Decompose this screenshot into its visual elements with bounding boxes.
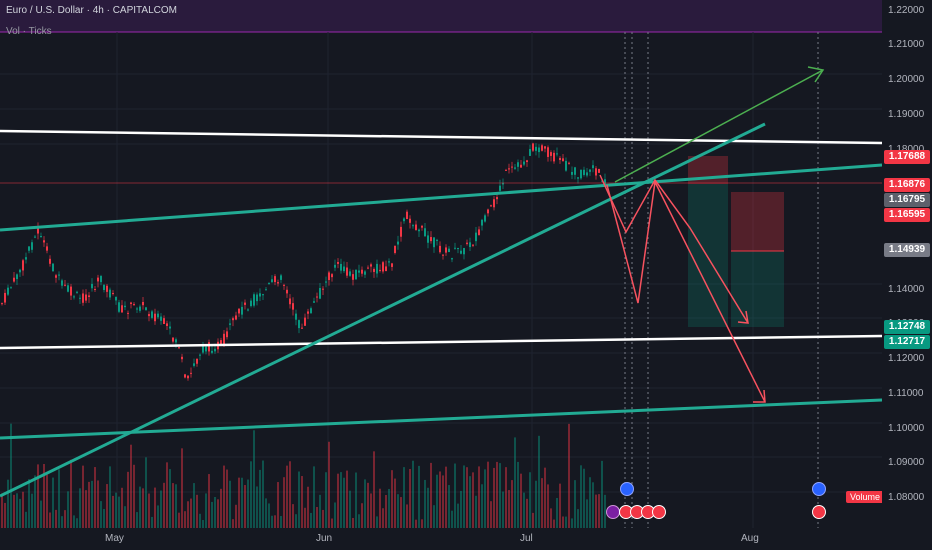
price-tick-label: 1.22000 bbox=[888, 5, 925, 16]
symbol-title[interactable]: Euro / U.S. Dollar · 4h · CAPITALCOM bbox=[6, 5, 177, 16]
event-us-flag-icon[interactable] bbox=[652, 505, 666, 519]
chart-canvas[interactable] bbox=[0, 0, 882, 528]
price-tick-label: 1.14000 bbox=[888, 284, 925, 295]
event-lightning-icon[interactable] bbox=[606, 505, 620, 519]
candlesticks bbox=[1, 142, 606, 381]
price-tick-label: 1.10000 bbox=[888, 423, 925, 434]
event-earth-icon[interactable] bbox=[812, 482, 826, 496]
indicator-label[interactable]: Vol · Ticks bbox=[6, 26, 52, 37]
price-tick-label: 1.20000 bbox=[888, 74, 925, 85]
event-earth-icon[interactable] bbox=[620, 482, 634, 496]
price-tag[interactable]: 1.17688 bbox=[884, 150, 930, 164]
volume-bars bbox=[1, 423, 606, 528]
lower-trendline[interactable] bbox=[0, 398, 882, 440]
price-tag[interactable]: 1.16595 bbox=[884, 208, 930, 222]
time-tick-label: Jul bbox=[520, 533, 533, 544]
chart-grid bbox=[0, 32, 882, 528]
indicator-pane bbox=[0, 0, 882, 32]
upper-trendline[interactable] bbox=[0, 163, 882, 232]
price-tick-label: 1.09000 bbox=[888, 457, 925, 468]
price-axis[interactable]: 1.22000 1.21000 1.20000 1.19000 1.18000 1.140… bbox=[882, 0, 932, 550]
time-tick-label: May bbox=[105, 533, 124, 544]
price-tick-label: 1.18000 bbox=[888, 144, 924, 155]
price-tag[interactable]: 1.12717 bbox=[884, 335, 930, 349]
price-tag[interactable]: 1.12748 bbox=[884, 320, 930, 334]
event-us-flag-icon[interactable] bbox=[812, 505, 826, 519]
price-tick-label: 1.08000 bbox=[888, 492, 925, 503]
short-position-box-2[interactable] bbox=[731, 192, 784, 327]
price-tag[interactable]: 1.16795 bbox=[884, 193, 930, 207]
price-tick-label: 1.11000 bbox=[888, 388, 924, 399]
bullish-arrow[interactable] bbox=[614, 66, 825, 183]
resistance-line[interactable] bbox=[0, 129, 882, 145]
short-position-box[interactable] bbox=[688, 156, 728, 327]
price-tag[interactable]: 1.14939 bbox=[884, 243, 930, 257]
price-tick-label: 1.21000 bbox=[888, 39, 925, 50]
time-axis[interactable]: May Jun Jul Aug bbox=[0, 528, 882, 550]
time-tick-label: Jun bbox=[316, 533, 333, 544]
bearish-projection[interactable] bbox=[599, 174, 766, 403]
time-tick-label: Aug bbox=[741, 533, 759, 544]
price-tag[interactable]: 1.16876 bbox=[884, 178, 930, 192]
price-tick-label: 1.12000 bbox=[888, 353, 925, 364]
support-line[interactable] bbox=[0, 334, 882, 350]
price-tick-label: 1.19000 bbox=[888, 109, 925, 120]
volume-badge[interactable]: Volume bbox=[846, 491, 885, 503]
